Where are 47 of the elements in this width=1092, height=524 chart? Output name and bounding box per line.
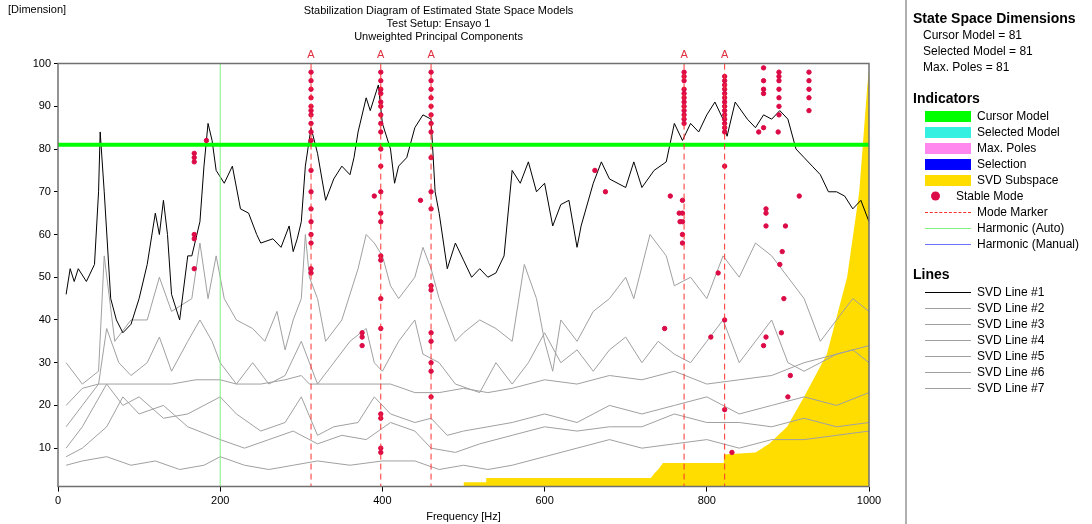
y-tick-label: 40 [38,312,51,325]
annotation: A [680,48,689,61]
legend-label: Mode Marker [977,205,1048,219]
x-tick-label: 400 [373,494,392,507]
legend-label: Harmonic (Auto) [977,221,1065,235]
y-tick-label: 100 [32,56,51,69]
y-tick-label: 60 [38,227,51,240]
legend-label: SVD Subspace [977,173,1059,187]
y-tick-label: 90 [38,99,51,112]
legend-label: Selected Model [977,125,1060,139]
legend-label: SVD Line #1 [977,285,1045,299]
y-tick-label: 20 [38,398,51,411]
legend-label: Cursor Model [977,109,1050,123]
y-axis-title: [Dimension] [8,2,67,15]
x-tick-label: 1000 [856,494,882,507]
legend-label: Stable Mode [956,189,1024,203]
legend-label: SVD Line #6 [977,365,1045,379]
text: Selected Model = 81 [922,44,1034,60]
legend-label: SVD Line #5 [977,349,1045,363]
y-tick-label: 10 [38,441,51,454]
annotation: A [427,48,436,61]
y-tick-label: 30 [38,355,51,368]
chart-title: Stabilization Diagram of Estimated State Space Models [303,3,574,16]
chart-subtitle: Test Setup: Ensayo 1 Unweighted Principal Components [354,16,524,43]
y-tick-label: 70 [38,184,51,197]
legend-label: Selection [977,157,1027,171]
text: State Space Dimensions [913,10,1077,26]
legend-label: SVD Line #3 [977,317,1045,331]
annotation: A [720,48,729,61]
y-tick-label: 50 [38,270,51,283]
legend-label: Harmonic (Manual) [977,237,1080,251]
legend-label: SVD Line #7 [977,381,1045,395]
text: Max. Poles = 81 [922,60,1011,76]
text: Indicators [913,90,981,106]
x-tick-label: 200 [211,494,230,507]
x-tick-label: 0 [54,494,62,507]
legend-label: SVD Line #2 [977,301,1045,315]
x-tick-label: 800 [697,494,716,507]
x-tick-label: 600 [535,494,554,507]
annotation: A [307,48,316,61]
legend-label: SVD Line #4 [977,333,1045,347]
text: Lines [913,266,951,282]
annotation: A [377,48,386,61]
y-tick-label: 80 [38,142,51,155]
x-axis-title: Frequency [Hz] [426,510,501,523]
text: Cursor Model = 81 [922,28,1024,44]
legend-label: Max. Poles [977,141,1037,155]
